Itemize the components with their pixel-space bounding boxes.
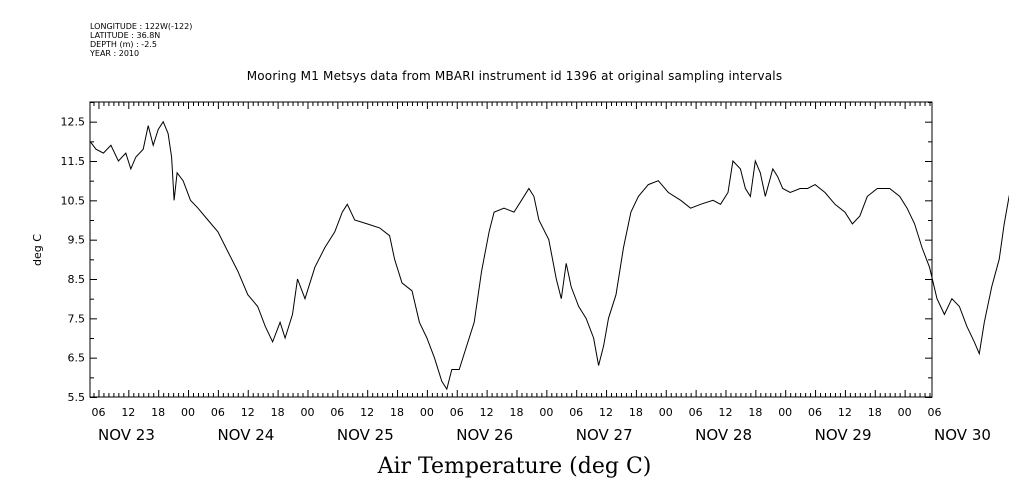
- x-tick-label: 00: [420, 406, 434, 419]
- x-tick-label: 12: [360, 406, 374, 419]
- x-tick-label: 12: [241, 406, 255, 419]
- x-tick-label: 06: [808, 406, 822, 419]
- depth-label: DEPTH (m) : -2.5: [90, 40, 157, 49]
- latitude-label: LATITUDE : 36.8N: [90, 31, 161, 40]
- x-tick-label: 06: [330, 406, 344, 419]
- x-tick-label: 12: [838, 406, 852, 419]
- x-axis-title: Air Temperature (deg C): [377, 454, 652, 479]
- axis-ticks: [90, 102, 932, 398]
- day-label: NOV 27: [576, 426, 633, 444]
- x-tick-label: 00: [539, 406, 553, 419]
- y-tick-label: 6.5: [68, 352, 86, 365]
- x-tick-label: 12: [718, 406, 732, 419]
- x-tick-label: 00: [181, 406, 195, 419]
- x-tick-label: 18: [868, 406, 882, 419]
- x-tick-label: 00: [898, 406, 912, 419]
- x-tick-label: 12: [599, 406, 613, 419]
- x-tick-label: 06: [927, 406, 941, 419]
- x-tick-label: 18: [509, 406, 523, 419]
- day-label: NOV 28: [695, 426, 752, 444]
- y-tick-label: 9.5: [68, 234, 86, 247]
- x-tick-label: 12: [480, 406, 494, 419]
- x-tick-label: 06: [689, 406, 703, 419]
- day-label: NOV 23: [98, 426, 155, 444]
- line-chart: 5.5 6.5 7.5 8.5 9.5 10.5 11.5 12.5 06 12 18 00 06 12 1…: [31, 101, 1009, 444]
- x-tick-label: 12: [121, 406, 135, 419]
- day-label: NOV 25: [337, 426, 394, 444]
- x-tick-label: 00: [300, 406, 314, 419]
- day-label: NOV 24: [217, 426, 274, 444]
- y-axis-label: deg C: [31, 234, 44, 266]
- year-label: YEAR : 2010: [90, 49, 140, 58]
- x-tick-label: 18: [271, 406, 285, 419]
- x-tick-label: 00: [659, 406, 673, 419]
- day-label: NOV 26: [456, 426, 513, 444]
- x-tick-label: 18: [390, 406, 404, 419]
- x-tick-label: 06: [450, 406, 464, 419]
- day-label: NOV 30: [934, 426, 991, 444]
- metadata-block: LONGITUDE : 122W(-122) LATITUDE : 36.8N …: [90, 22, 192, 58]
- series-line: [89, 120, 1009, 391]
- longitude-label: LONGITUDE : 122W(-122): [90, 22, 193, 31]
- x-tick-label: 06: [569, 406, 583, 419]
- y-tick-label: 5.5: [68, 391, 86, 404]
- y-tick-label: 12.5: [61, 116, 86, 129]
- y-tick-label: 10.5: [61, 194, 86, 207]
- x-tick-label: 18: [151, 406, 165, 419]
- chart-title: Mooring M1 Metsys data from MBARI instru…: [246, 69, 783, 83]
- x-tick-label: 18: [629, 406, 643, 419]
- x-tick-label: 06: [91, 406, 105, 419]
- y-tick-label: 7.5: [68, 312, 86, 325]
- x-tick-label: 06: [211, 406, 225, 419]
- y-tick-label: 11.5: [61, 155, 86, 168]
- day-label: NOV 29: [815, 426, 872, 444]
- x-tick-label: 00: [778, 406, 792, 419]
- y-tick-label: 8.5: [68, 273, 86, 286]
- plot-frame: [89, 101, 933, 398]
- x-tick-label: 18: [748, 406, 762, 419]
- axis-labels: 5.5 6.5 7.5 8.5 9.5 10.5 11.5 12.5 06 12 18 00 06 12 1…: [61, 116, 991, 444]
